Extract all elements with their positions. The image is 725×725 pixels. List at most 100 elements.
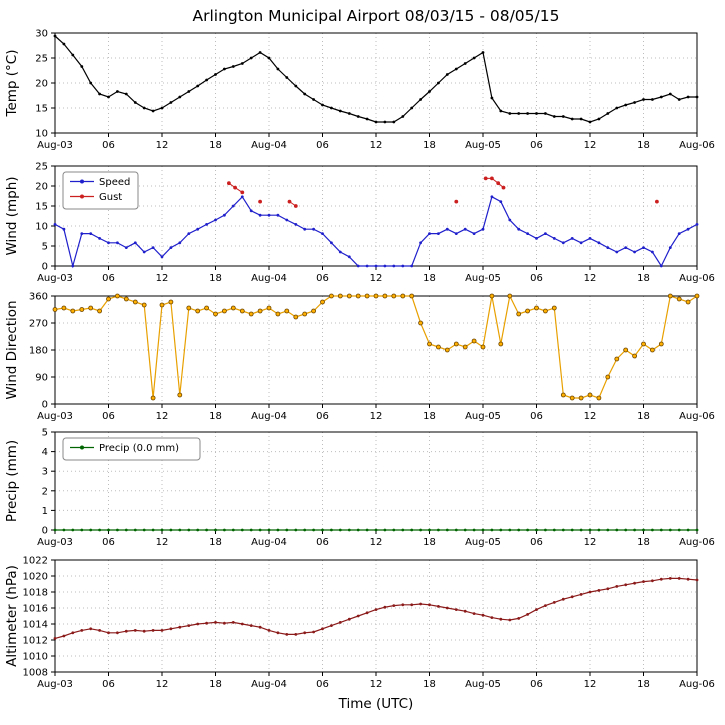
series-marker [463,609,467,613]
series-marker [597,117,601,121]
series-marker [258,625,262,629]
series-marker [267,56,271,60]
series-marker [481,613,485,617]
series-marker [364,293,370,299]
series-marker [214,218,217,222]
legend-label: Speed [99,177,130,188]
series-marker [267,213,271,217]
series-marker [651,98,654,101]
series-marker [624,528,628,532]
ytick-label: 10 [35,129,48,140]
series-marker [53,637,57,640]
xtick-label: 18 [209,411,222,422]
series-marker [490,528,494,532]
xtick-label: Aug-04 [251,140,287,151]
series-marker [490,616,494,619]
series-marker [570,117,574,121]
series-marker [445,606,449,610]
series-marker [276,631,280,635]
series-marker [383,264,387,268]
xtick-label: Aug-06 [679,537,715,548]
series-marker [160,528,164,532]
xtick-label: 06 [102,679,115,690]
series-marker [338,621,342,624]
series-marker [205,223,209,226]
xtick-label: 18 [423,679,436,690]
series-marker [124,629,128,633]
series-marker [347,528,351,532]
series-marker [642,246,645,250]
series-marker [312,630,315,634]
series-marker [330,624,333,627]
series-marker [62,528,66,532]
series-marker [107,241,110,245]
series-marker [561,528,565,532]
series-marker [544,112,547,115]
xtick-label: 18 [637,273,650,284]
series-marker [374,120,378,124]
series-marker [588,120,592,124]
series-marker [410,528,414,532]
series-marker [392,264,396,268]
series-marker [642,98,645,101]
series-marker [570,528,574,532]
series-marker [472,528,476,532]
series-marker [489,293,495,299]
series-marker [454,232,458,236]
series-marker [196,84,200,88]
series-marker [428,528,431,532]
series-marker [196,622,200,626]
series-marker [435,344,441,350]
series-marker [365,611,369,615]
series-marker [570,595,574,599]
series-marker [419,528,422,532]
series-marker [98,92,101,96]
series-marker [321,232,324,236]
series-marker [535,608,538,611]
ytick-label: 15 [35,202,48,213]
series-marker [472,612,476,615]
series-marker [89,232,93,236]
series-marker [249,528,253,532]
xtick-label: 18 [637,537,650,548]
series-marker [159,302,165,308]
series-marker [499,528,503,532]
series-marker [71,53,75,57]
series-marker [312,227,315,231]
series-marker [248,311,254,317]
series-marker [312,528,315,532]
series-marker [53,528,57,532]
series-marker [428,90,431,93]
xtick-label: 12 [156,140,169,151]
series-marker [355,293,361,299]
series-marker [62,227,66,231]
series-marker [588,237,592,240]
series-marker [659,528,663,532]
series-marker [391,293,397,299]
series-marker [287,199,292,204]
series-marker [633,101,636,104]
series-marker [70,308,76,314]
series-marker [347,255,351,259]
series-marker [240,528,244,532]
series-marker [561,241,565,245]
ytick-label: 0 [42,262,48,273]
series-marker [293,314,299,320]
series-marker [373,293,379,299]
series-marker [667,293,673,299]
series-marker [294,528,298,532]
xtick-label: Aug-06 [679,679,715,690]
series-marker [258,51,262,54]
series-marker [275,311,281,317]
legend-label: Gust [99,192,122,203]
xtick-label: Aug-05 [465,537,501,548]
series-marker [204,305,210,311]
xtick-label: Aug-04 [251,679,287,690]
ylabel-altimeter: Altimeter (hPa) [4,565,20,667]
series-marker [578,395,584,401]
ytick-label: 10 [35,222,48,233]
series-marker [410,106,414,110]
series-marker [365,117,369,121]
series-marker [615,106,619,110]
